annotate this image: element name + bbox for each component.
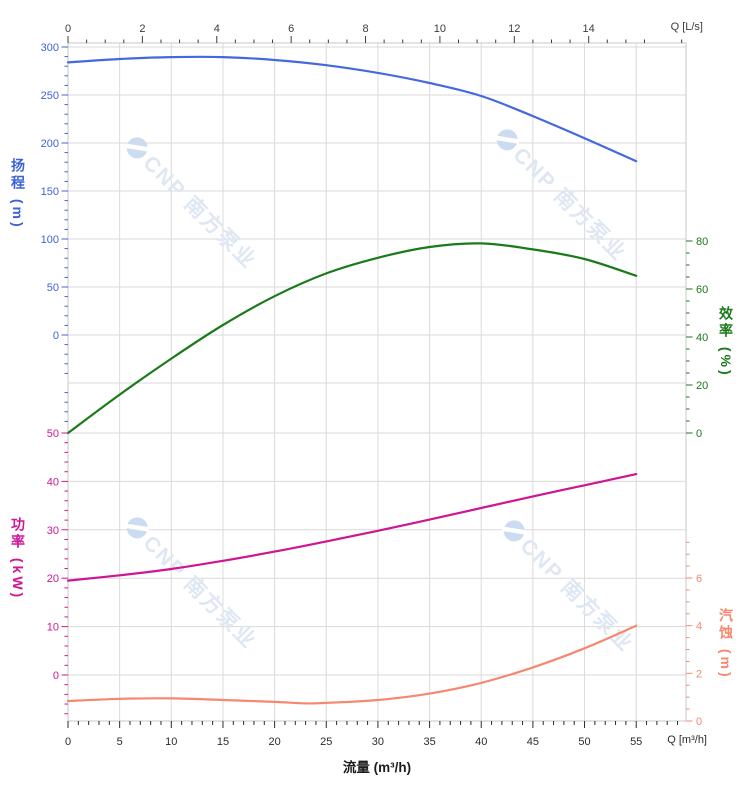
svg-text:250: 250 — [41, 90, 59, 102]
svg-text:4: 4 — [214, 23, 220, 35]
svg-text:0: 0 — [696, 716, 702, 728]
cnp-watermark: CNP 南方泵业 — [495, 129, 632, 266]
svg-text:55: 55 — [630, 736, 642, 748]
svg-text:80: 80 — [696, 236, 708, 248]
svg-text:0: 0 — [53, 670, 59, 682]
svg-text:20: 20 — [47, 573, 59, 585]
svg-text:15: 15 — [217, 736, 229, 748]
svg-text:0: 0 — [65, 736, 71, 748]
svg-text:2: 2 — [696, 668, 702, 680]
svg-text:50: 50 — [47, 282, 59, 294]
svg-text:0: 0 — [65, 23, 71, 35]
svg-text:8: 8 — [362, 23, 368, 35]
svg-text:40: 40 — [47, 476, 59, 488]
svg-text:45: 45 — [527, 736, 539, 748]
svg-text:CNP 南方泵业: CNP 南方泵业 — [516, 534, 639, 657]
svg-text:150: 150 — [41, 186, 59, 198]
svg-text:10: 10 — [434, 23, 446, 35]
plot-border — [67, 42, 687, 722]
svg-text:20: 20 — [696, 380, 708, 392]
svg-text:200: 200 — [41, 138, 59, 150]
svg-text:300: 300 — [41, 42, 59, 54]
svg-text:4: 4 — [696, 621, 702, 633]
watermarks: CNP 南方泵业 CNP 南方泵业 CNP 南方泵业 CNP 南方泵业 — [125, 129, 639, 657]
svg-text:40: 40 — [696, 332, 708, 344]
svg-text:14: 14 — [583, 23, 595, 35]
svg-text:0: 0 — [53, 330, 59, 342]
flow-axis-title: 流量 (m³/h) — [342, 760, 412, 775]
top-axis-unit-label: Q [L/s] — [670, 21, 703, 33]
head-curve — [66, 55, 638, 163]
svg-text:CNP 南方泵业: CNP 南方泵业 — [509, 143, 632, 266]
svg-text:20: 20 — [268, 736, 280, 748]
power-curve — [66, 473, 638, 582]
svg-text:10: 10 — [47, 622, 59, 634]
svg-text:30: 30 — [47, 525, 59, 537]
axis-ticks-and-labels: 0 2 4 6 8 10 12 140 5 10 15 20 25 30 35 40 45 50 553002502… — [41, 23, 709, 748]
svg-text:25: 25 — [320, 736, 332, 748]
bottom-axis-unit-label: Q [m³/h] — [667, 734, 707, 746]
svg-text:35: 35 — [423, 736, 435, 748]
cnp-watermark: CNP 南方泵业 — [125, 517, 262, 654]
svg-text:2: 2 — [139, 23, 145, 35]
npsh-axis-title: 汽蚀 (m) — [718, 608, 734, 680]
svg-text:6: 6 — [696, 573, 702, 585]
svg-text:CNP 南方泵业: CNP 南方泵业 — [139, 151, 262, 274]
svg-text:40: 40 — [475, 736, 487, 748]
npsh-curve — [66, 624, 638, 705]
eff-axis-title: 效率 (%) — [718, 306, 734, 378]
svg-text:12: 12 — [508, 23, 520, 35]
curves — [66, 55, 638, 705]
gridlines — [68, 43, 686, 721]
head-axis-title: 扬程 (m) — [10, 158, 26, 230]
svg-text:60: 60 — [696, 284, 708, 296]
svg-text:6: 6 — [288, 23, 294, 35]
eff-curve — [66, 242, 638, 435]
svg-text:50: 50 — [578, 736, 590, 748]
svg-text:100: 100 — [41, 234, 59, 246]
power-axis-title: 功率 (kW) — [10, 517, 26, 601]
svg-text:0: 0 — [696, 428, 702, 440]
svg-text:30: 30 — [372, 736, 384, 748]
cnp-watermark: CNP 南方泵业 — [125, 137, 262, 274]
svg-text:CNP 南方泵业: CNP 南方泵业 — [139, 531, 262, 654]
svg-text:5: 5 — [117, 736, 123, 748]
svg-text:50: 50 — [47, 428, 59, 440]
svg-text:10: 10 — [165, 736, 177, 748]
